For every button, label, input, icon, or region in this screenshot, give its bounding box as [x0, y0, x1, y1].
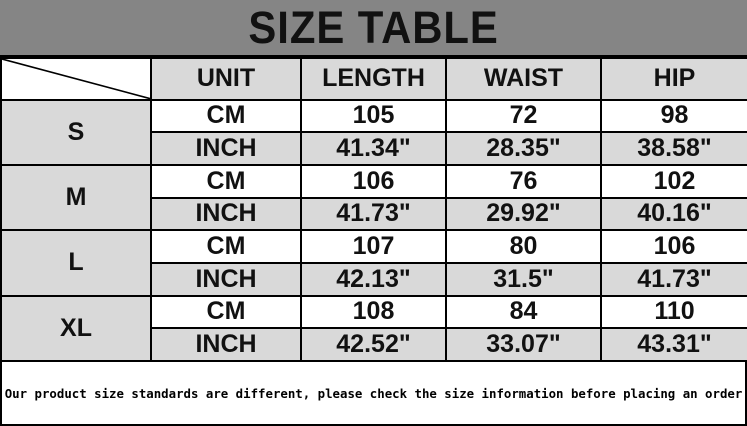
- unit-label-inch: INCH: [150, 196, 302, 232]
- value-m-cm-hip: 102: [600, 163, 747, 199]
- table-row: INCH 41.73" 29.92" 40.16": [1, 196, 747, 232]
- value-s-inch-length: 41.34": [300, 131, 447, 166]
- column-header-hip: HIP: [600, 57, 747, 101]
- table-row: S CM 105 72 98: [0, 98, 747, 166]
- size-table-wrapper: UNIT LENGTH WAIST HIP S CM 105 72 98 INC…: [0, 57, 747, 363]
- table-row: M CM 106 76 102: [0, 163, 747, 232]
- value-s-cm-waist: 72: [445, 98, 602, 134]
- table-row: INCH 41.34" 28.35" 38.58": [1, 131, 747, 166]
- value-l-inch-waist: 31.5": [445, 261, 602, 297]
- page-title: SIZE TABLE: [248, 2, 499, 53]
- value-s-inch-waist: 28.35": [445, 131, 602, 166]
- table-row: XL CM 108 84 110: [0, 294, 747, 363]
- value-m-cm-waist: 76: [445, 163, 602, 199]
- value-m-cm-length: 106: [300, 163, 447, 199]
- size-label-xl: XL: [0, 294, 152, 363]
- value-xl-inch-hip: 43.31": [600, 327, 747, 362]
- value-m-inch-waist: 29.92": [445, 196, 602, 232]
- size-label-m: M: [0, 163, 152, 232]
- unit-label-cm: CM: [150, 294, 302, 330]
- value-s-cm-hip: 98: [600, 98, 747, 134]
- size-table: UNIT LENGTH WAIST HIP S CM 105 72 98 INC…: [0, 57, 747, 363]
- value-l-cm-waist: 80: [445, 229, 602, 264]
- value-m-inch-length: 41.73": [300, 196, 447, 232]
- table-row: INCH 42.52" 33.07" 43.31": [1, 327, 747, 362]
- corner-diagonal-cell: [0, 57, 152, 101]
- table-row: L CM 107 80 106: [0, 229, 747, 297]
- footer-note-row: Our product size standards are different…: [0, 362, 747, 426]
- value-xl-inch-length: 42.52": [300, 327, 447, 362]
- size-label-l: L: [0, 229, 152, 297]
- value-l-cm-length: 107: [300, 229, 447, 264]
- unit-label-inch: INCH: [150, 131, 302, 166]
- value-s-cm-length: 105: [300, 98, 447, 134]
- unit-label-cm: CM: [150, 229, 302, 264]
- value-l-inch-hip: 41.73": [600, 261, 747, 297]
- value-xl-cm-length: 108: [300, 294, 447, 330]
- unit-label-cm: CM: [150, 163, 302, 199]
- value-l-inch-length: 42.13": [300, 261, 447, 297]
- value-xl-cm-waist: 84: [445, 294, 602, 330]
- value-xl-cm-hip: 110: [600, 294, 747, 330]
- column-header-waist: WAIST: [445, 57, 602, 101]
- unit-label-cm: CM: [150, 98, 302, 134]
- column-header-unit: UNIT: [150, 57, 302, 101]
- unit-label-inch: INCH: [150, 327, 302, 362]
- table-row: INCH 42.13" 31.5" 41.73": [1, 261, 747, 297]
- value-xl-inch-waist: 33.07": [445, 327, 602, 362]
- title-band: SIZE TABLE: [0, 0, 747, 57]
- value-s-inch-hip: 38.58": [600, 131, 747, 166]
- table-header-row: UNIT LENGTH WAIST HIP: [0, 57, 747, 101]
- unit-label-inch: INCH: [150, 261, 302, 297]
- value-l-cm-hip: 106: [600, 229, 747, 264]
- size-label-s: S: [0, 98, 152, 166]
- column-header-length: LENGTH: [300, 57, 447, 101]
- footer-note-text: Our product size standards are different…: [4, 385, 743, 401]
- value-m-inch-hip: 40.16": [600, 196, 747, 232]
- diagonal-divider-icon: [2, 59, 150, 99]
